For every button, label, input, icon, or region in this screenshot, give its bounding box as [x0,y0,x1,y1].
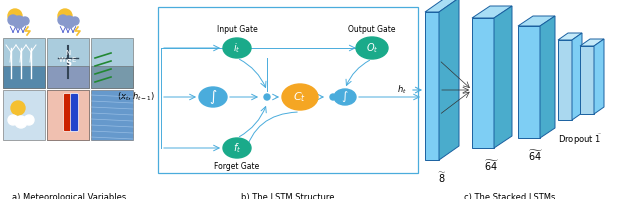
Circle shape [264,94,270,100]
Circle shape [63,16,75,28]
Text: N: N [65,50,70,56]
Polygon shape [439,0,459,160]
Ellipse shape [223,38,251,58]
Polygon shape [472,6,512,18]
Text: $\int$: $\int$ [209,88,217,106]
Circle shape [71,17,79,25]
Circle shape [21,17,29,25]
Polygon shape [558,40,572,120]
Polygon shape [580,46,594,114]
Circle shape [8,115,18,125]
Ellipse shape [282,84,318,110]
Text: Output Gate: Output Gate [348,25,396,34]
FancyBboxPatch shape [63,94,72,132]
Text: Forget Gate: Forget Gate [214,162,260,171]
Polygon shape [580,39,604,46]
Text: $\widetilde{64}$: $\widetilde{64}$ [528,148,544,163]
Ellipse shape [356,37,388,59]
Text: $C_t$: $C_t$ [294,90,307,104]
Text: Dropout $\widetilde{1}$: Dropout $\widetilde{1}$ [558,133,602,147]
Circle shape [330,94,336,100]
Circle shape [58,15,68,25]
Bar [3,90,45,140]
Bar [3,66,45,88]
Polygon shape [518,16,555,26]
Text: $\widetilde{64}$: $\widetilde{64}$ [484,158,500,173]
Bar [47,66,89,88]
Circle shape [11,101,25,115]
Text: $O_t$: $O_t$ [365,41,378,55]
Bar [91,66,133,88]
Circle shape [13,16,25,28]
Polygon shape [558,33,582,40]
Text: $i_t$: $i_t$ [233,41,241,55]
Bar [3,38,45,88]
Text: S: S [65,59,71,67]
Ellipse shape [334,89,356,105]
Circle shape [8,9,22,23]
Polygon shape [540,16,555,138]
FancyBboxPatch shape [70,94,79,132]
Text: $f_t$: $f_t$ [233,141,241,155]
Text: b) The LSTM Structure: b) The LSTM Structure [241,193,335,199]
Text: E: E [72,57,76,63]
Circle shape [58,9,72,23]
Text: $(x_t, h_{t-1})$: $(x_t, h_{t-1})$ [116,91,155,103]
Circle shape [15,116,27,128]
Text: Input Gate: Input Gate [216,25,257,34]
Bar [91,38,133,88]
Bar [47,90,89,140]
Ellipse shape [223,138,251,158]
Polygon shape [594,39,604,114]
Text: c) The Stacked LSTMs: c) The Stacked LSTMs [464,193,556,199]
Polygon shape [572,33,582,120]
Text: W: W [59,57,65,63]
Ellipse shape [199,87,227,107]
Bar [47,90,89,140]
Text: $\int$: $\int$ [341,90,349,104]
Text: $h_t$: $h_t$ [397,84,407,96]
Text: $\widetilde{8}$: $\widetilde{8}$ [438,170,446,185]
Polygon shape [518,26,540,138]
Text: a) Meteorological Variables: a) Meteorological Variables [12,193,126,199]
Circle shape [8,15,18,25]
Bar [91,90,133,140]
Text: $h_t$: $h_t$ [426,91,436,103]
Bar [47,38,89,88]
Circle shape [24,115,34,125]
Polygon shape [494,6,512,148]
Polygon shape [472,18,494,148]
Polygon shape [425,0,459,12]
Polygon shape [425,12,439,160]
